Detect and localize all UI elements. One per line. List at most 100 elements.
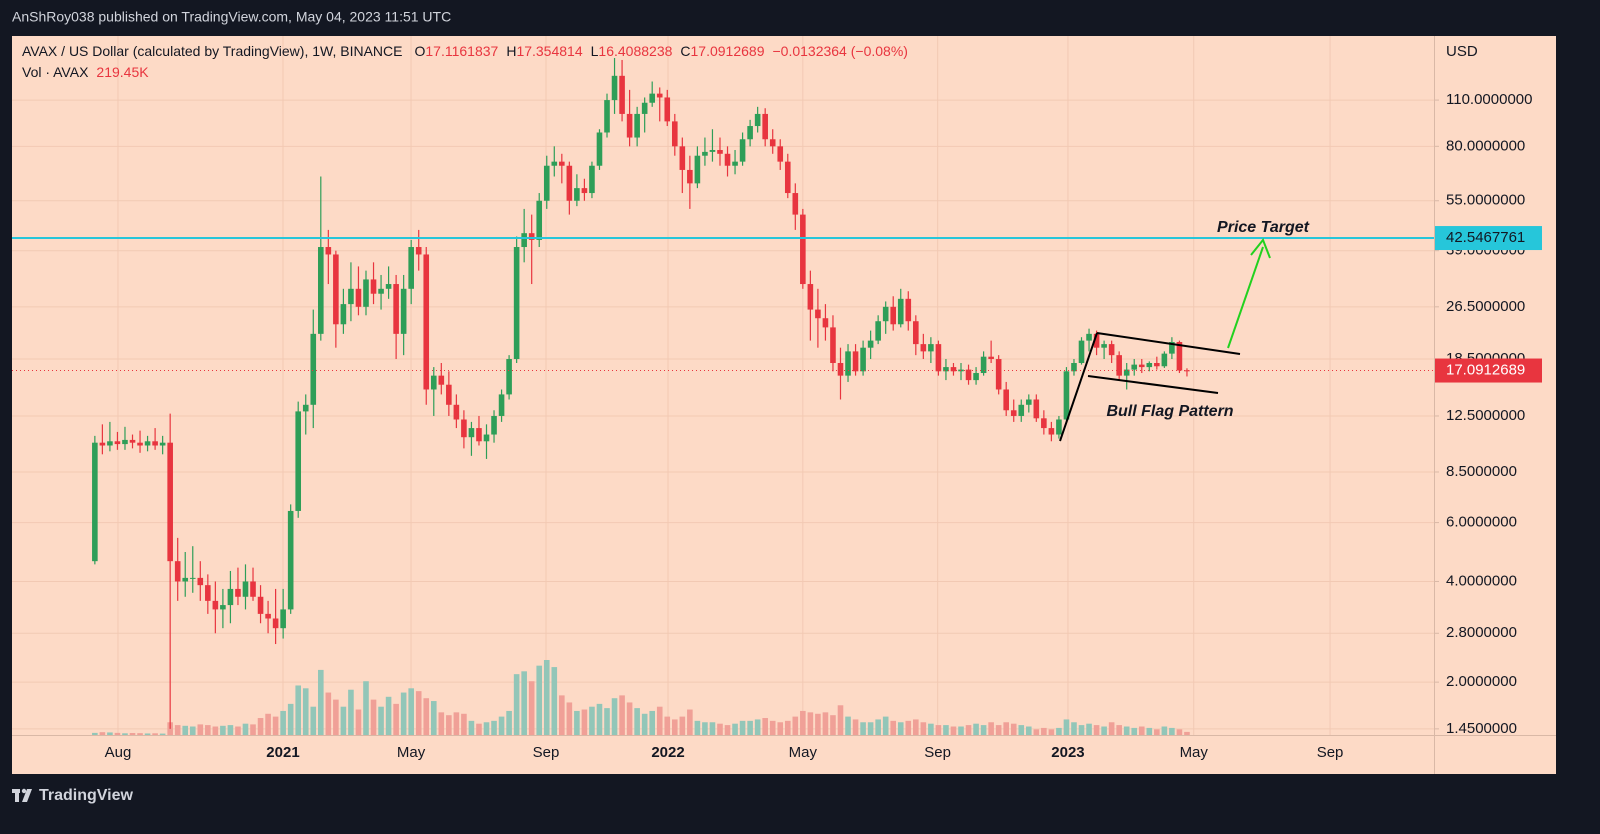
candle-body [1176,342,1183,371]
volume-bar [107,732,113,735]
x-tick-label: 2023 [1051,744,1084,761]
candle-body [325,247,332,255]
volume-bar [1154,729,1160,735]
volume-bar [302,688,309,735]
candle-body [875,321,881,341]
volume-bar [852,719,859,735]
candle-body [280,609,286,629]
volume-bar [295,685,302,735]
volume-bar [943,725,949,735]
candle-body [656,93,663,98]
candle-body [393,284,399,334]
volume-bar [242,723,249,735]
candle-body [378,288,384,294]
candle-body [1131,364,1138,370]
candle-body [950,367,957,372]
volume-bar [574,710,580,735]
volume-bar [378,706,384,735]
volume-bar [664,716,671,735]
candle-body [1138,364,1145,368]
volume-bar [513,674,520,735]
volume-bar [897,722,904,735]
candle-body [197,577,204,586]
volume-bar [687,709,693,735]
volume-bar [867,722,874,735]
candle-body [167,442,173,562]
volume-bar [792,716,799,735]
candle-body [694,155,701,184]
volume-bar [995,725,1002,735]
candle-body [1108,344,1115,356]
candle-body [318,247,324,334]
volume-layer [92,660,1190,735]
y-tick-label: 80.0000000 [1446,137,1525,154]
candle-body [1018,404,1025,416]
volume-bar [498,716,505,735]
candle-body [1086,333,1092,341]
volume-bar [235,726,241,735]
candle-body [122,439,128,445]
footer-logo [12,788,32,802]
volume-bar [122,733,128,735]
volume-bar [980,725,987,735]
candle-body [333,254,339,325]
y-tick-label: 4.0000000 [1446,572,1517,589]
volume-bar [476,723,482,735]
volume-bar [287,703,294,735]
volume-bar [1131,727,1138,735]
volume-bar [551,667,558,735]
candle-body [408,247,414,289]
volume-bar [257,718,264,735]
volume-bar [415,691,422,735]
candle-body [860,347,866,372]
candle-body [227,588,234,606]
volume-bar [830,715,836,735]
volume-bar [965,725,972,735]
volume-bar [860,722,866,735]
candle-body [566,165,573,201]
volume-bar [363,681,369,735]
volume-bar [393,703,399,735]
volume-bar [468,720,475,735]
volume-bar [626,702,633,735]
candle-body [423,254,430,390]
candle-body [220,605,226,610]
volume-bar [99,732,106,735]
candle-body [792,193,799,215]
volume-bar [483,722,490,735]
candle-body [476,428,482,442]
candle-body [717,150,723,154]
last-price-label-bg [1435,358,1542,383]
y-tick-label: 12.5000000 [1446,407,1525,424]
target-arrowhead [1250,238,1271,259]
candle-body [446,384,452,405]
volume-bar [1056,727,1062,735]
candle-body [543,165,550,201]
candle-body [626,113,633,138]
candle-body [905,298,912,322]
candle-body [1154,363,1160,367]
x-tick-label: Sep [533,744,560,761]
y-axis-title: USD [1446,43,1478,60]
candle-body [1123,369,1130,376]
candle-body [559,161,565,166]
candle-body [1169,342,1175,354]
y-tick-label: 8.5000000 [1446,463,1517,480]
candle-body [468,428,475,438]
volume-bar [822,712,829,735]
volume-bar [348,689,354,735]
volume-bar [318,669,324,735]
volume-bar [536,665,543,735]
volume-bar [988,722,994,735]
legend-ohlc-value: 17.1161837 [425,43,498,59]
candle-layer [12,57,1434,729]
volume-bar [950,726,957,735]
volume-bar [92,732,98,735]
legend-line: Vol · AVAX 219.45K [22,64,149,80]
candle-body [619,75,625,114]
candle-body [348,288,354,305]
candle-body [777,146,784,162]
volume-bar [1041,727,1047,735]
volume-bar [777,722,784,735]
candle-body [702,151,708,156]
